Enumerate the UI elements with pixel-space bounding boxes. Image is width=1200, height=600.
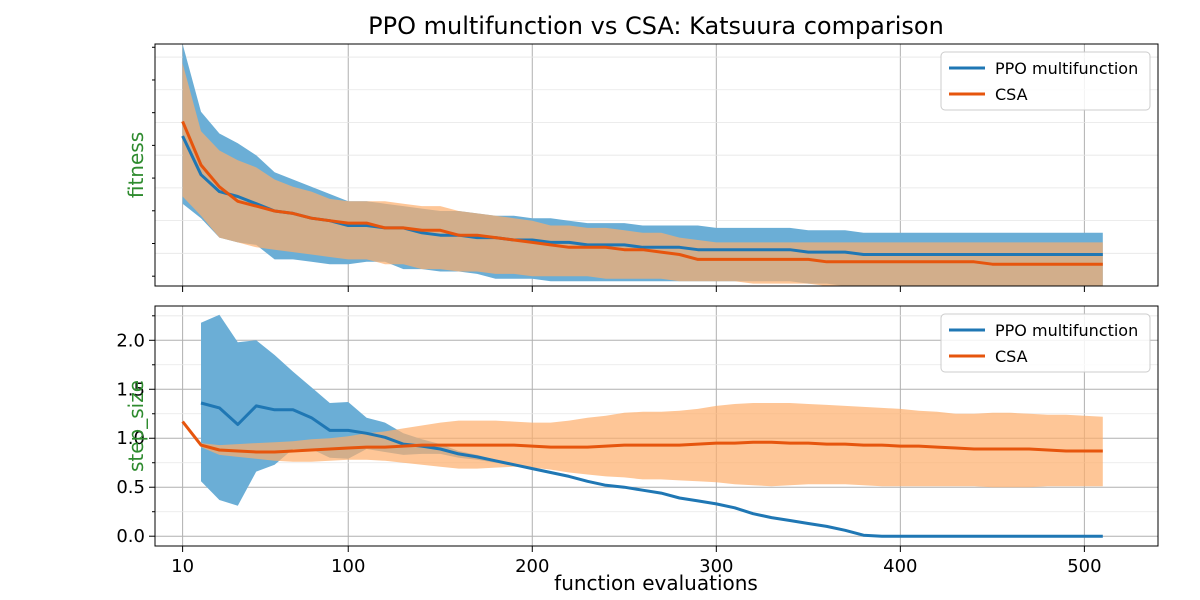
x-tick-label: 10 xyxy=(171,556,194,577)
x-tick-label: 300 xyxy=(699,556,733,577)
line-ppo-multifunction xyxy=(200,401,1103,538)
y-axis-label: step_size xyxy=(124,380,148,472)
legend-box xyxy=(940,313,1151,373)
y-tick-label: 0.5 xyxy=(116,477,145,498)
legend: PPO multifunction CSA xyxy=(940,51,1151,111)
legend-entry: PPO multifunction xyxy=(995,59,1138,78)
legend-box xyxy=(940,51,1151,111)
y-tick-label: 1.5 xyxy=(116,379,145,400)
fitness-axes-frame xyxy=(154,43,1159,287)
x-tick-label: 500 xyxy=(1067,556,1101,577)
x-axis-label: function evaluations xyxy=(554,571,758,595)
x-tick-label: 200 xyxy=(515,556,549,577)
fitness-plot-area xyxy=(181,44,1103,286)
step-size-plot-area xyxy=(181,314,1103,538)
step-size-axes-frame xyxy=(154,305,1159,547)
y-axis-label: fitness xyxy=(124,132,148,198)
legend-entry: PPO multifunction xyxy=(995,321,1138,340)
x-tick-label: 100 xyxy=(331,556,365,577)
line-csa xyxy=(181,420,1103,454)
y-tick-label: 1.0 xyxy=(116,428,145,449)
x-tick-label: 400 xyxy=(883,556,917,577)
legend: PPO multifunction CSA xyxy=(940,313,1151,373)
legend-entry: CSA xyxy=(995,85,1028,104)
y-tick-label: 0.0 xyxy=(116,526,145,547)
line-csa xyxy=(181,120,1103,266)
y-tick-label: 2.0 xyxy=(116,330,145,351)
step-size-panel: 10 100 200 300 400 500 0.0 0.5 1.0 1.5 2.0 step_siz… xyxy=(116,305,1159,577)
legend-entry: CSA xyxy=(995,347,1028,366)
chart-title: PPO multifunction vs CSA: Katsuura compa… xyxy=(368,12,944,40)
fitness-panel: fitness PPO multifunction CSA xyxy=(124,43,1159,292)
